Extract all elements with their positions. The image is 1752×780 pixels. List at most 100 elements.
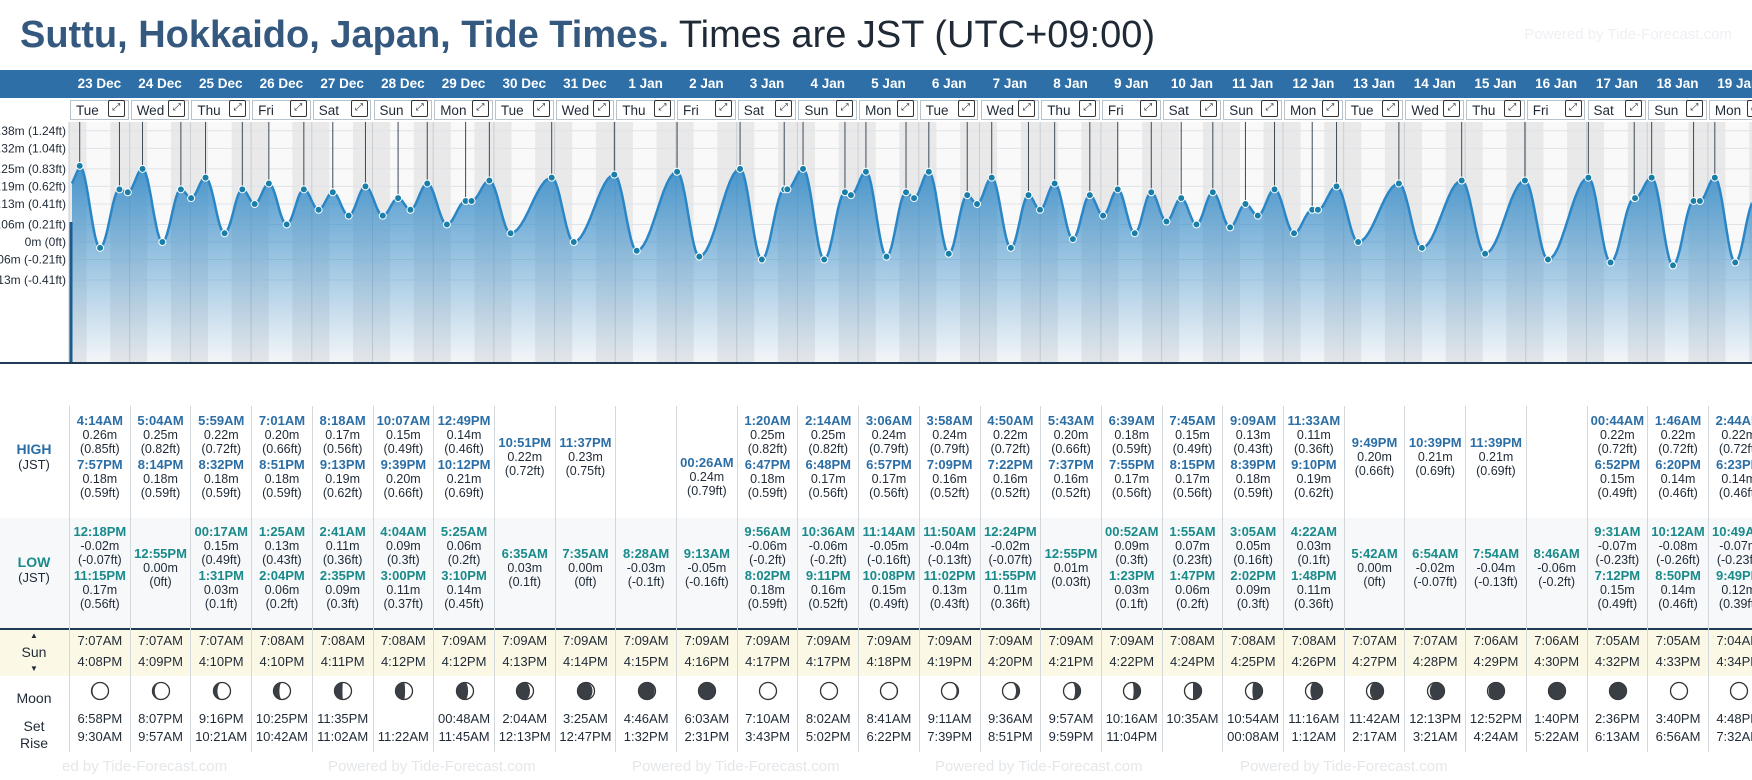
high-tide-point[interactable] xyxy=(1457,176,1466,185)
high-tide-point[interactable] xyxy=(361,182,370,191)
expand-icon[interactable]: ⤢ xyxy=(1625,100,1643,117)
expand-icon[interactable]: ⤢ xyxy=(350,100,368,117)
high-tide-point[interactable] xyxy=(1394,179,1403,188)
date-header[interactable]: 19 Jan xyxy=(1717,76,1752,91)
low-tide-point[interactable] xyxy=(96,243,105,252)
date-header[interactable]: 7 Jan xyxy=(992,76,1028,91)
expand-icon[interactable]: ⤢ xyxy=(1746,100,1752,117)
low-tide-point[interactable] xyxy=(344,211,353,220)
low-tide-point[interactable] xyxy=(1253,211,1262,220)
date-header[interactable]: 2 Jan xyxy=(689,76,724,91)
expand-icon[interactable]: ⤢ xyxy=(836,100,854,117)
expand-icon[interactable]: ⤢ xyxy=(1443,100,1461,117)
date-header[interactable]: 10 Jan xyxy=(1170,76,1213,91)
expand-icon[interactable]: ⤢ xyxy=(107,100,125,117)
low-tide-point[interactable] xyxy=(1068,235,1077,244)
date-header[interactable]: 28 Dec xyxy=(381,76,425,91)
high-tide-point[interactable] xyxy=(1270,185,1279,194)
high-tide-point[interactable] xyxy=(1647,173,1656,182)
high-tide-point[interactable] xyxy=(1113,185,1122,194)
high-tide-point[interactable] xyxy=(176,185,185,194)
date-header[interactable]: 18 Jan xyxy=(1656,76,1699,91)
expand-icon[interactable]: ⤢ xyxy=(714,100,732,117)
high-tide-point[interactable] xyxy=(264,179,273,188)
high-tide-point[interactable] xyxy=(238,185,247,194)
date-header[interactable]: 17 Jan xyxy=(1595,76,1638,91)
date-header[interactable]: 13 Jan xyxy=(1353,76,1396,91)
low-tide-point[interactable] xyxy=(1313,205,1322,214)
high-tide-point[interactable] xyxy=(1710,173,1719,182)
low-tide-point[interactable] xyxy=(467,197,476,206)
date-header[interactable]: 14 Jan xyxy=(1413,76,1456,91)
low-tide-point[interactable] xyxy=(882,252,891,261)
high-tide-point[interactable] xyxy=(1050,179,1059,188)
low-tide-point[interactable] xyxy=(123,188,132,197)
low-tide-point[interactable] xyxy=(442,220,451,229)
expand-icon[interactable]: ⤢ xyxy=(1321,100,1339,117)
date-header[interactable]: 5 Jan xyxy=(871,76,906,91)
high-tide-point[interactable] xyxy=(1024,191,1033,200)
low-tide-point[interactable] xyxy=(1668,261,1677,270)
date-header[interactable]: 27 Dec xyxy=(320,76,364,91)
high-tide-point[interactable] xyxy=(861,167,870,176)
high-tide-point[interactable] xyxy=(987,173,996,182)
low-tide-point[interactable] xyxy=(1731,258,1740,267)
expand-icon[interactable]: ⤢ xyxy=(1564,100,1582,117)
expand-icon[interactable]: ⤢ xyxy=(896,100,914,117)
low-tide-point[interactable] xyxy=(757,255,766,264)
expand-icon[interactable]: ⤢ xyxy=(1685,100,1703,117)
date-header[interactable]: 24 Dec xyxy=(138,76,182,91)
high-tide-point[interactable] xyxy=(963,191,972,200)
low-tide-point[interactable] xyxy=(1099,211,1108,220)
low-tide-point[interactable] xyxy=(378,211,387,220)
low-tide-point[interactable] xyxy=(569,238,578,246)
low-tide-point[interactable] xyxy=(1695,197,1704,206)
high-tide-point[interactable] xyxy=(201,173,210,182)
high-tide-point[interactable] xyxy=(736,164,745,173)
expand-icon[interactable]: ⤢ xyxy=(775,100,793,117)
expand-icon[interactable]: ⤢ xyxy=(1261,100,1278,117)
date-header[interactable]: 11 Jan xyxy=(1231,76,1274,91)
high-tide-point[interactable] xyxy=(610,170,619,179)
expand-icon[interactable]: ⤢ xyxy=(168,100,186,117)
low-tide-point[interactable] xyxy=(250,199,259,208)
low-tide-point[interactable] xyxy=(973,199,982,208)
low-tide-point[interactable] xyxy=(506,229,515,238)
date-header[interactable]: 25 Dec xyxy=(198,76,243,91)
high-tide-point[interactable] xyxy=(547,173,556,182)
high-tide-point[interactable] xyxy=(299,185,308,194)
high-tide-point[interactable] xyxy=(799,164,808,173)
date-header[interactable]: 8 Jan xyxy=(1053,76,1088,91)
low-tide-point[interactable] xyxy=(944,249,953,258)
date-header[interactable]: 12 Jan xyxy=(1292,76,1335,91)
date-header[interactable]: 16 Jan xyxy=(1535,76,1578,91)
expand-icon[interactable]: ⤢ xyxy=(229,100,247,117)
date-header[interactable]: 15 Jan xyxy=(1474,76,1517,91)
date-header[interactable]: 4 Jan xyxy=(810,76,845,91)
date-header[interactable]: 6 Jan xyxy=(931,76,967,91)
expand-icon[interactable]: ⤢ xyxy=(1018,100,1036,117)
high-tide-point[interactable] xyxy=(1332,182,1341,191)
high-tide-point[interactable] xyxy=(902,188,911,197)
low-tide-point[interactable] xyxy=(1354,238,1363,246)
expand-icon[interactable]: ⤢ xyxy=(654,100,671,117)
low-tide-point[interactable] xyxy=(632,246,641,255)
high-tide-point[interactable] xyxy=(1241,199,1250,208)
expand-icon[interactable]: ⤢ xyxy=(593,100,611,117)
expand-icon[interactable]: ⤢ xyxy=(411,100,429,117)
low-tide-point[interactable] xyxy=(1006,243,1015,252)
low-tide-point[interactable] xyxy=(220,229,229,238)
date-header[interactable]: 29 Dec xyxy=(441,76,486,91)
low-tide-point[interactable] xyxy=(1290,229,1299,238)
expand-icon[interactable]: ⤢ xyxy=(471,100,489,117)
expand-icon[interactable]: ⤢ xyxy=(1139,100,1157,117)
high-tide-point[interactable] xyxy=(1177,194,1186,203)
low-tide-point[interactable] xyxy=(282,220,291,229)
low-tide-point[interactable] xyxy=(314,205,323,214)
low-tide-point[interactable] xyxy=(1162,217,1171,226)
high-tide-point[interactable] xyxy=(115,185,124,194)
low-tide-point[interactable] xyxy=(820,255,829,264)
date-header[interactable]: 23 Dec xyxy=(77,76,122,91)
expand-icon[interactable]: ⤢ xyxy=(532,100,550,117)
high-tide-point[interactable] xyxy=(1208,188,1217,197)
